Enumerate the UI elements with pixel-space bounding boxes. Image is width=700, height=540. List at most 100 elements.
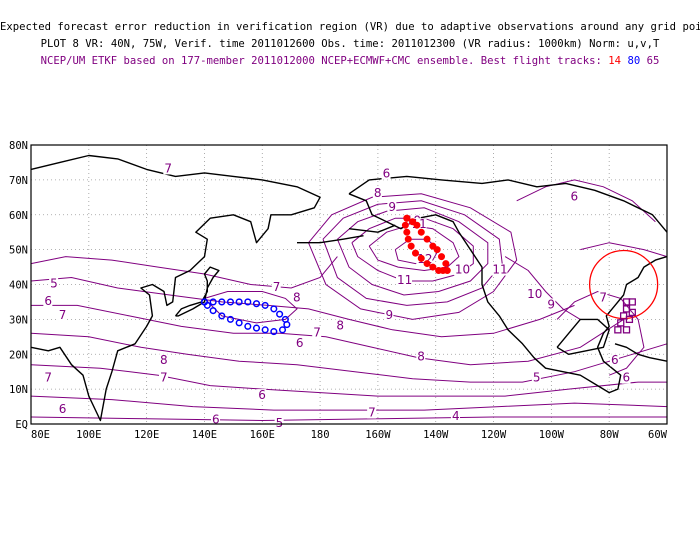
lat-tick-label: 20N xyxy=(9,349,28,361)
blue-track-point xyxy=(270,305,278,313)
contour-label: 10 xyxy=(455,263,470,277)
lon-tick-label: 140W xyxy=(423,429,449,441)
contour-line xyxy=(30,276,575,338)
blue-track-point xyxy=(200,298,209,306)
blue-track-point xyxy=(283,321,291,329)
contour-line xyxy=(394,238,440,265)
contour-label-bg xyxy=(271,280,281,293)
blue-track-point xyxy=(276,310,284,318)
lat-tick-label: EQ xyxy=(15,419,28,431)
coastline xyxy=(348,224,396,233)
contour-label-bg xyxy=(609,354,619,367)
contour-label-bg xyxy=(569,190,579,203)
blue-track-point xyxy=(235,319,243,327)
contour-label: 5 xyxy=(276,416,284,430)
purple-track-point xyxy=(628,298,636,306)
lon-tick-label: 100W xyxy=(539,429,565,441)
contour-label-bg xyxy=(43,371,53,384)
contour-label-bg xyxy=(57,403,67,416)
blue-track-point xyxy=(261,301,269,309)
contour-label: 7 xyxy=(368,406,376,420)
lat-tick-label: 80N xyxy=(9,140,28,152)
contour-label-bg xyxy=(546,298,556,311)
lon-tick-label: 160E xyxy=(250,429,275,441)
coastline xyxy=(174,266,220,317)
red-track-point xyxy=(404,235,412,243)
contour-label: 6 xyxy=(383,167,391,181)
blue-track-point xyxy=(226,315,235,323)
purple-track-point xyxy=(622,326,631,334)
contour-label: 6 xyxy=(212,413,220,427)
blue-track-point xyxy=(235,298,243,306)
contour-line xyxy=(504,256,581,320)
contour-label: 9 xyxy=(385,308,393,322)
lat-lon-grid xyxy=(31,145,667,424)
contour-label: 7 xyxy=(164,161,172,175)
red-track-point xyxy=(442,260,450,268)
contour-label: 6 xyxy=(623,371,631,385)
contour-line xyxy=(308,193,518,320)
contour-label-bg xyxy=(526,287,543,300)
track-65-label: 65 xyxy=(646,55,660,67)
contour-line xyxy=(336,207,489,296)
red-track-point xyxy=(403,228,411,236)
contour-label: 10 xyxy=(527,287,542,301)
blue-track-point xyxy=(261,326,269,334)
lon-tick-label: 80W xyxy=(600,429,620,441)
blue-track-point xyxy=(244,298,252,306)
lon-tick-label: 120W xyxy=(481,429,507,441)
red-track-point xyxy=(401,221,409,229)
contour-label-bg xyxy=(274,417,284,429)
contour-line xyxy=(580,242,668,258)
contour-label: 7 xyxy=(313,325,321,339)
red-track-point xyxy=(435,267,443,275)
contour-label-bg xyxy=(158,371,168,384)
lat-tick-label: 40N xyxy=(9,280,28,292)
purple-track-point xyxy=(628,308,636,317)
contour-label: 6 xyxy=(44,294,52,308)
coastlines xyxy=(30,154,668,422)
contour-label: 8 xyxy=(293,290,301,304)
red-track-point xyxy=(411,249,419,257)
contour-label: 11 xyxy=(492,263,507,277)
contour-label: 11 xyxy=(397,273,412,287)
blue-track-point xyxy=(209,307,217,315)
lat-tick-label: 60N xyxy=(9,210,28,222)
blue-track-point xyxy=(252,324,261,332)
contour-label: 6 xyxy=(258,388,266,402)
contour-label: 7 xyxy=(273,280,281,294)
red-track-point xyxy=(417,254,425,262)
red-track-point xyxy=(403,214,411,222)
contour-line xyxy=(31,304,624,366)
track-14-label: 14 xyxy=(608,55,622,67)
lon-tick-label: 180 xyxy=(311,429,330,441)
contour-label-bg xyxy=(163,162,173,175)
coastline xyxy=(30,154,321,422)
contour-line xyxy=(30,364,667,397)
contour-label: 6 xyxy=(570,189,578,203)
contour-label-bg xyxy=(450,410,460,423)
contour-label-bg xyxy=(416,350,426,363)
purple-track-point xyxy=(625,315,634,324)
blue-track-point xyxy=(244,322,252,330)
purple-track-point xyxy=(614,326,622,334)
lon-tick-label: 140E xyxy=(192,429,217,441)
contour-label-bg xyxy=(291,291,301,304)
contour-label: 5 xyxy=(50,277,58,291)
contour-label-bg xyxy=(294,336,304,349)
contour-label: 5 xyxy=(533,371,541,385)
contour-label-bg xyxy=(621,371,631,384)
red-track-point xyxy=(407,242,415,250)
lat-tick-label: 70N xyxy=(9,175,28,187)
lon-tick-label: 80E xyxy=(31,429,50,441)
contour-label: 8 xyxy=(336,318,344,332)
contour-label-bg xyxy=(43,294,53,307)
blue-track-point xyxy=(226,298,235,306)
red-track-point xyxy=(423,235,431,243)
contour-line xyxy=(351,217,474,282)
red-track-point xyxy=(438,253,446,261)
contour-label-bg xyxy=(491,263,508,276)
contour-label: 9 xyxy=(547,297,555,311)
blue-track-point xyxy=(218,312,226,320)
title-line-2: PLOT 8 VR: 40N, 75W, Verif. time 2011012… xyxy=(40,38,660,50)
